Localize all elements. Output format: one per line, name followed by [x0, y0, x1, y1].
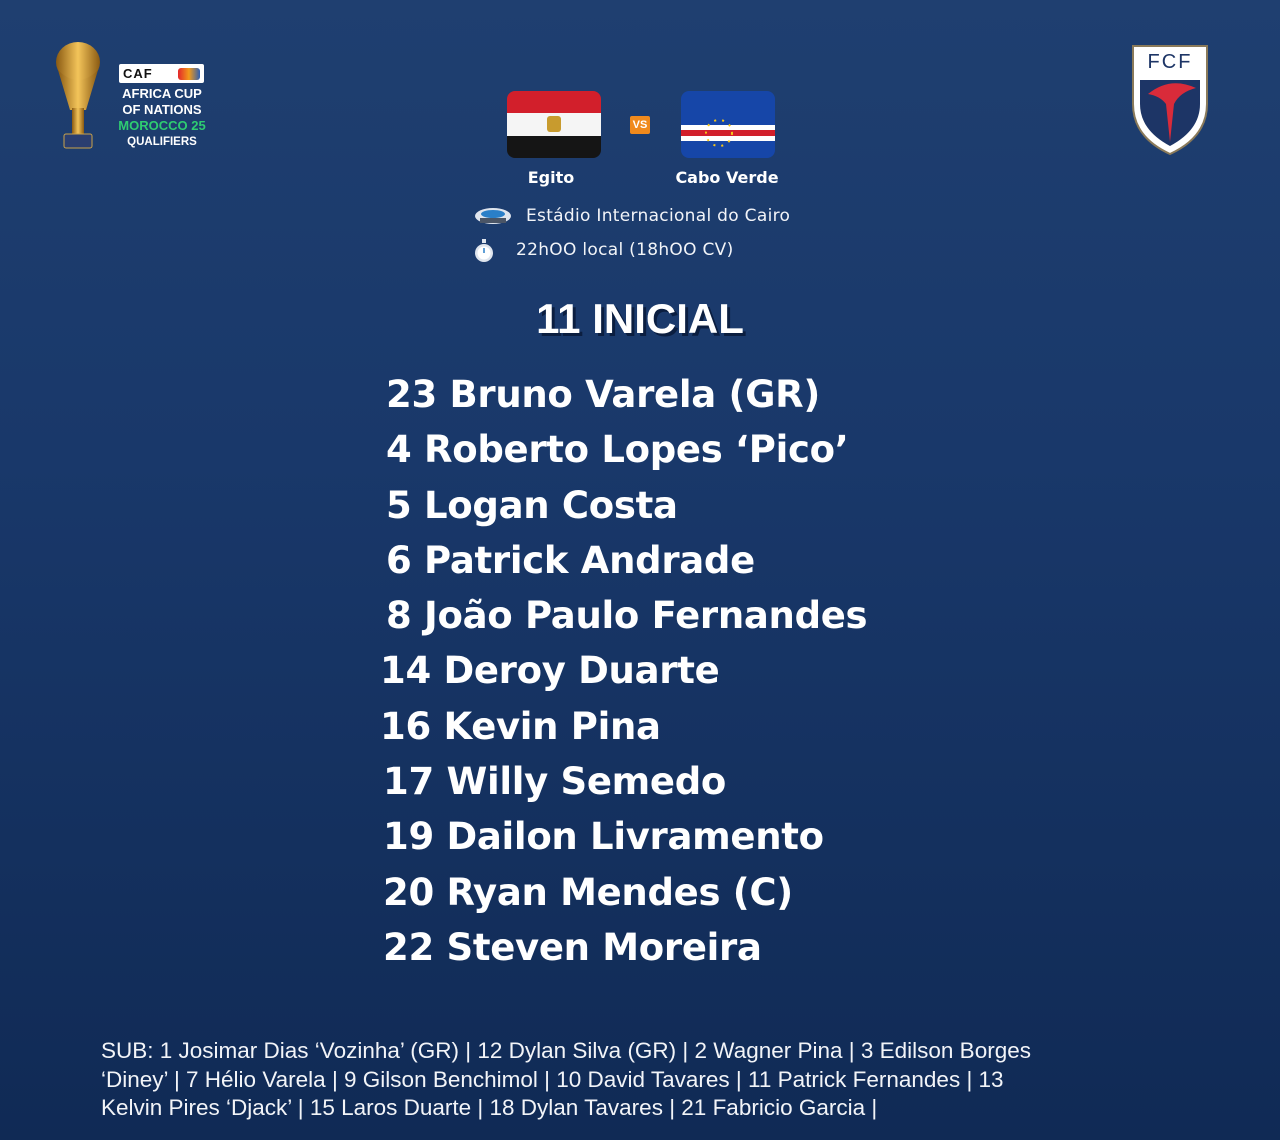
player-item: 6 Patrick Andrade — [386, 538, 755, 582]
cape-verde-flag-icon — [681, 91, 775, 158]
subs-line: Kelvin Pires ‘Djack’ | 15 Laros Duarte |… — [101, 1095, 878, 1120]
substitutes-text: SUB: 1 Josimar Dias ‘Vozinha’ (GR) | 12 … — [101, 1037, 1181, 1123]
svg-text:FCF: FCF — [1148, 51, 1193, 73]
competition-line: AFRICA CUP — [122, 86, 202, 101]
competition-line: MOROCCO 25 — [118, 118, 206, 133]
player-item: 19 Dailon Livramento — [383, 815, 824, 859]
competition-name: AFRICA CUP OF NATIONS MOROCCO 25 QUALIFI… — [114, 86, 210, 150]
egypt-flag-icon — [507, 91, 601, 158]
subs-line: SUB: 1 Josimar Dias ‘Vozinha’ (GR) | 12 … — [101, 1038, 1031, 1063]
player-item: 20 Ryan Mendes (C) — [383, 870, 793, 914]
sponsor-logo — [178, 67, 200, 80]
starting-lineup-list: 23 Bruno Varela (GR) 4 Roberto Lopes ‘Pi… — [380, 367, 868, 975]
competition-line: OF NATIONS — [122, 102, 202, 117]
player-item: 4 Roberto Lopes ‘Pico’ — [386, 428, 849, 472]
caf-logo: CAF — [119, 64, 204, 83]
player-item: 16 Kevin Pina — [380, 704, 661, 748]
competition-line: QUALIFIERS — [127, 136, 197, 148]
player-item: 23 Bruno Varela (GR) — [386, 373, 820, 416]
vs-badge: VS — [630, 116, 650, 134]
caf-logo-text: CAF — [123, 66, 153, 81]
subs-line: ‘Diney’ | 7 Hélio Varela | 9 Gilson Benc… — [101, 1066, 1004, 1092]
player-item: 22 Steven Moreira — [383, 925, 762, 969]
home-team-name: Egito — [527, 168, 575, 187]
stopwatch-icon — [475, 239, 493, 262]
fcf-crest-logo: FCF — [1132, 45, 1208, 156]
player-item: 8 João Paulo Fernandes — [386, 594, 868, 638]
lineup-title: 11 INICIAL — [536, 295, 744, 342]
kickoff-time: 22hOO local (18hOO CV) — [516, 240, 734, 260]
player-item: 14 Deroy Duarte — [380, 649, 720, 693]
away-team-name: Cabo Verde — [675, 168, 779, 187]
stadium-icon — [475, 208, 511, 224]
stadium-name: Estádio Internacional do Cairo — [526, 206, 791, 226]
afcon-trophy-icon — [56, 42, 100, 149]
player-item: 17 Willy Semedo — [383, 760, 727, 804]
player-item: 5 Logan Costa — [386, 483, 678, 527]
